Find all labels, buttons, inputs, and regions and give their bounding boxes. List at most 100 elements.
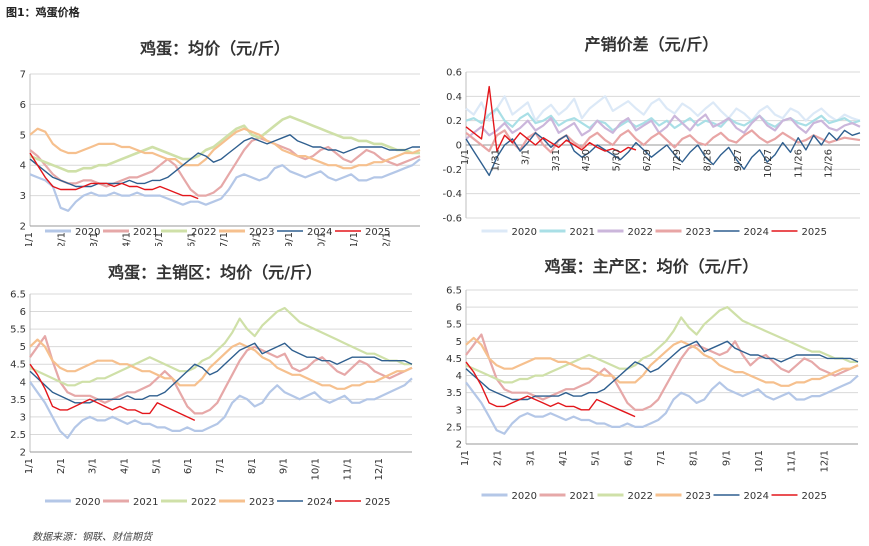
y-tick-label: 7 [20,70,26,81]
y-tick-label: 5 [456,337,462,348]
x-tick-label: 8/28 [702,149,713,171]
series-line-2023 [29,127,421,170]
legend-label: 2020 [512,491,537,502]
x-tick-label: 12/26 [824,149,835,178]
series-line-2025 [465,85,637,154]
x-tick-label: 1/1 [460,450,471,466]
chart-title: 鸡蛋：主销区：均价（元/斤） [107,263,322,282]
legend-item-2020: 2020 [481,227,537,238]
chart-price-spread: 产销价差（元/斤） -0.6 -0.4 -0.2 0 0.2 0.4 0.6 1/1 1/31 3/… [442,35,861,238]
x-tick-label: 6/1 [623,450,634,466]
legend-label: 2020 [512,227,537,238]
series-line-2023 [29,338,413,390]
series-line-2023 [465,336,859,387]
series-line-2020 [29,377,413,440]
x-tick-label: 4/1 [122,232,133,246]
legend-label: 2025 [365,497,390,508]
x-tick-label: 3/1 [521,149,532,165]
y-tick-label: -0.4 [442,189,462,200]
y-tick-label: 2 [456,440,462,451]
legend-item-2022: 2022 [597,227,653,238]
series-line-2021 [29,334,413,415]
series-line-2022 [29,306,412,387]
x-tick-label: 12/1 [382,232,393,246]
x-tick-label: 2/1 [57,232,68,246]
legend-item-2020: 2020 [481,491,537,502]
x-tick-label: 11/26 [793,149,804,178]
legend-item-2024: 2024 [277,497,332,508]
x-tick-label: 12/1 [374,458,385,480]
x-tick-label: 11/1 [787,450,798,472]
legend-label: 2023 [249,227,274,238]
x-tick-label: 4/1 [558,450,569,466]
legend-item-2022: 2022 [597,491,653,502]
legend-item-2025: 2025 [771,227,827,238]
y-tick-label: 2 [20,448,26,459]
legend-label: 2021 [133,227,158,238]
x-tick-label: 10/1 [311,458,322,480]
series-line-2022 [465,305,858,384]
chart-title: 产销价差（元/斤） [585,35,719,54]
series-line-2022 [465,113,861,140]
legend-label: 2023 [686,227,711,238]
y-tick-label: 2.5 [446,422,462,433]
legend-item-2020: 2020 [45,497,100,508]
x-tick-label: 5/30 [612,149,623,171]
legend-label: 2021 [570,227,595,238]
series-line-2021 [465,107,861,132]
x-tick-label: 12/1 [819,450,830,472]
legend-label: 2024 [744,227,769,238]
y-tick-label: 3 [456,405,462,416]
legend-label: 2020 [75,497,100,508]
x-tick-label: 8/1 [689,450,700,466]
legend-label: 2025 [802,227,827,238]
x-tick-label: 9/1 [721,450,732,466]
legend-item-2022: 2022 [161,227,216,238]
legend-item-2021: 2021 [539,491,595,502]
legend-label: 2023 [686,491,711,502]
legend-label: 2024 [307,497,332,508]
series-line-2024 [465,129,861,177]
chart-production-region-price: 鸡蛋：主产区：均价（元/斤） 2 2.5 3 3.5 4 4.5 5 5.5 6 6.5 1/1 2/1… [446,257,859,502]
y-tick-label: 6.5 [10,290,26,301]
legend-label: 2022 [191,497,216,508]
y-tick-label: 4 [20,377,26,388]
chart-title: 鸡蛋：均价（元/斤） [139,39,290,58]
y-tick-label: 2.5 [10,430,26,441]
x-tick-label: 4/1 [120,458,131,474]
x-tick-label: 1/1 [460,149,471,165]
y-tick-label: 3 [20,412,26,423]
legend-item-2021: 2021 [103,227,158,238]
series-line-2025 [29,152,199,200]
y-tick-label: 4.5 [446,354,462,365]
legend-item-2024: 2024 [277,227,332,238]
x-tick-label: 3/1 [89,232,100,246]
y-tick-label: 5 [20,342,26,353]
series-line-2020 [29,158,421,212]
y-tick-label: 5 [20,130,26,141]
y-tick-label: 4 [456,371,462,382]
x-tick-label: 3/31 [551,149,562,171]
x-tick-label: 5/1 [154,232,165,246]
x-tick-label: 4/30 [581,149,592,171]
y-tick-label: 6 [20,307,26,318]
x-tick-label: 6/1 [187,232,198,246]
y-tick-label: 0.2 [446,116,462,127]
legend-item-2021: 2021 [103,497,158,508]
legend-label: 2022 [191,227,216,238]
x-tick-label: 3/1 [525,450,536,466]
legend-item-2025: 2025 [771,491,827,502]
x-tick-label: 1/1 [24,232,35,246]
legend-item-2024: 2024 [713,491,769,502]
x-tick-label: 7/1 [219,232,230,246]
x-tick-label: 1/31 [490,149,501,171]
series-line-2023 [465,129,861,154]
x-tick-label: 9/27 [733,149,744,171]
legend-label: 2025 [365,227,390,238]
x-tick-label: 11/1 [342,458,353,480]
legend-label: 2024 [307,227,332,238]
x-tick-label: 9/1 [279,458,290,474]
x-tick-label: 7/1 [656,450,667,466]
x-tick-label: 3/1 [88,458,99,474]
legend-item-2020: 2020 [45,227,100,238]
